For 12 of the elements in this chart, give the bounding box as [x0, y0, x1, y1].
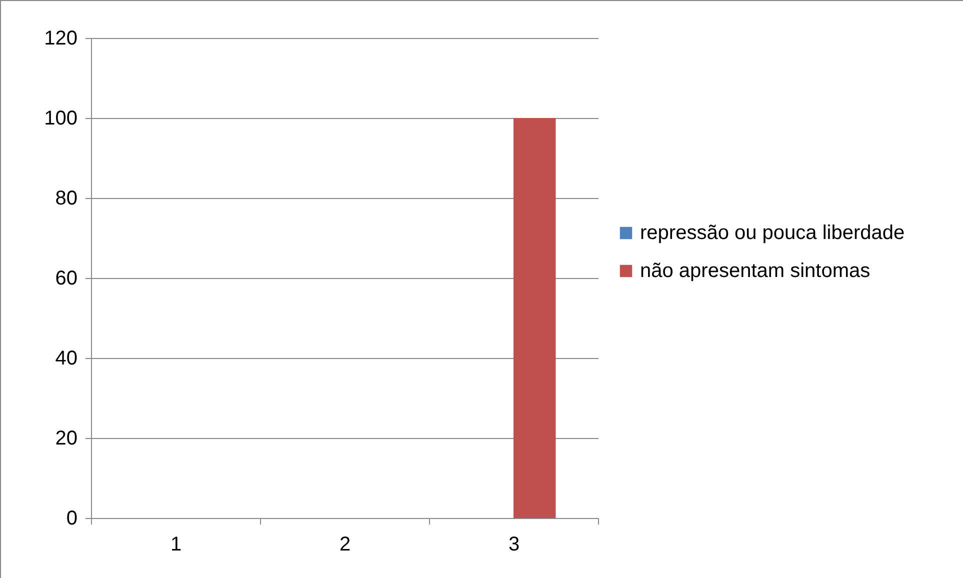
y-tick-label: 100 [44, 108, 78, 130]
x-tick-label: 1 [170, 534, 182, 556]
legend-label: não apresentam sintomas [640, 260, 870, 282]
y-tick-label: 120 [44, 28, 78, 50]
x-tick-label: 3 [508, 534, 520, 556]
y-tick-label: 40 [55, 348, 78, 370]
x-tick-label: 2 [339, 534, 351, 556]
y-tick-label: 60 [55, 268, 78, 290]
y-tick-label: 20 [55, 428, 78, 450]
legend-label: repressão ou pouca liberdade [640, 222, 905, 244]
y-tick-label: 0 [66, 508, 78, 530]
y-tick-label: 80 [55, 188, 78, 210]
